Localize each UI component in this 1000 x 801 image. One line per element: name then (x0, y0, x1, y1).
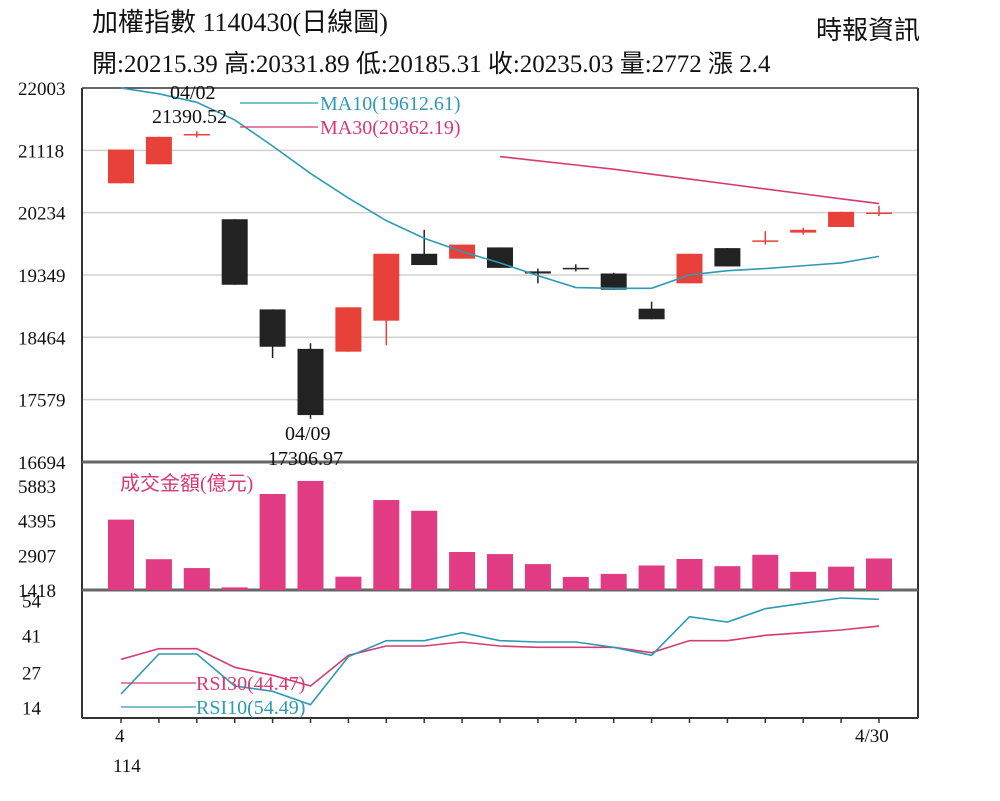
ma30-line (499, 155, 880, 205)
candle-body (562, 267, 589, 270)
price-stats: 開:20215.39 高:20331.89 低:20185.31 收:20235… (92, 51, 771, 78)
volume-bar (562, 576, 589, 590)
price-tick-label: 19349 (18, 266, 66, 287)
candle-body (145, 136, 172, 165)
data-source: 時報資訊 (815, 16, 920, 45)
candle-body (259, 309, 286, 347)
volume-bar (297, 480, 324, 590)
candle-body (335, 307, 362, 352)
rsi30-line (120, 625, 880, 687)
rsi10-legend: RSI10(54.49) (196, 697, 305, 719)
high-annotation-value: 21390.52 (152, 106, 227, 128)
volume-bar (449, 551, 476, 590)
volume-bar (524, 564, 551, 590)
chart-frame (81, 87, 919, 723)
volume-bar (108, 519, 134, 590)
volume-tick-label: 1418 (18, 581, 56, 602)
x-tick-label-start: 4 (115, 726, 125, 747)
candle-body (411, 253, 438, 266)
volume-bar (411, 510, 438, 590)
volume-bar (752, 554, 779, 590)
candle-body (600, 273, 627, 290)
volume-bar (828, 566, 855, 590)
volume-bar (676, 558, 703, 590)
price-tick-label: 20234 (18, 204, 66, 225)
rsi30-legend: RSI30(44.47) (196, 673, 305, 695)
volume-title: 成交金額(億元) (120, 472, 253, 495)
price-tick-label: 18464 (18, 328, 66, 349)
ma10-line (120, 87, 880, 290)
volume-bar (183, 568, 210, 590)
axis-tick-labels: 22003 21118 20234 19349 18464 17579 16694 5883 4… (18, 79, 889, 777)
volume-bar (373, 500, 400, 590)
volume-bar (487, 554, 513, 590)
price-tick-label: 17579 (18, 391, 66, 412)
volume-tick-label: 5883 (18, 477, 56, 498)
volume-tick-label: 2907 (18, 546, 56, 567)
rsi10-line (120, 597, 880, 706)
candle-body (221, 219, 248, 285)
price-tick-label: 16694 (18, 453, 66, 474)
candle-body (638, 308, 665, 320)
x-tick-label-end: 4/30 (855, 726, 889, 747)
rsi-tick-label: 14 (22, 698, 42, 719)
volume-bar (221, 587, 248, 590)
x-tick-sublabel: 114 (113, 756, 141, 777)
volume-bar (145, 559, 172, 590)
volume-bar (600, 573, 627, 590)
volume-bar (790, 571, 817, 590)
candle-body (828, 211, 855, 227)
price-tick-label: 22003 (18, 79, 66, 100)
candle-body (866, 212, 892, 215)
ma30-legend: MA30(20362.19) (320, 117, 461, 139)
volume-bars (108, 480, 892, 590)
candle-body (373, 253, 400, 321)
indicator-lines (120, 87, 880, 706)
low-annotation-value: 17306.97 (268, 448, 343, 470)
volume-bar (335, 576, 362, 590)
volume-bar (866, 558, 892, 590)
rsi-tick-label: 27 (22, 664, 41, 685)
ma10-legend: MA10(19612.61) (320, 93, 461, 115)
volume-bar (259, 493, 286, 590)
candle-body (487, 247, 513, 268)
chart-title: 加權指數 1140430(日線圖) (92, 8, 388, 37)
volume-bar (638, 565, 665, 590)
candle-body (790, 229, 817, 233)
volume-bar (714, 566, 741, 590)
high-annotation-date: 04/02 (170, 82, 216, 104)
candle-body (108, 149, 134, 184)
rsi-tick-label: 41 (22, 626, 41, 647)
candle-body (524, 271, 551, 274)
candle-body (714, 248, 741, 267)
candle-body (297, 348, 324, 416)
chart-labels: MA10(19612.61)MA30(20362.19) RSI30(44.47)… (120, 82, 461, 719)
volume-tick-label: 4395 (18, 512, 56, 533)
low-annotation-date: 04/09 (285, 423, 331, 445)
candle-body (183, 134, 210, 136)
price-tick-label: 21118 (18, 141, 64, 162)
rsi-tick-label: 54 (22, 592, 42, 613)
candle-body (752, 240, 779, 242)
grid-lines (82, 149, 918, 401)
